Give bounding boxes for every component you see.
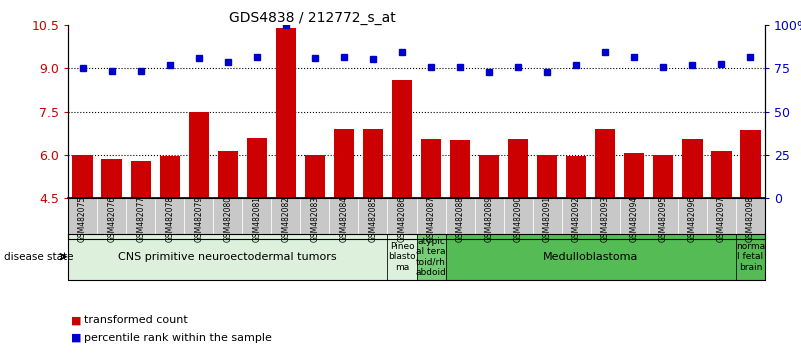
Text: ■: ■: [70, 333, 81, 343]
Bar: [653, 155, 674, 198]
Text: atypic
al tera
toid/rh
abdoid: atypic al tera toid/rh abdoid: [416, 236, 446, 277]
Bar: [711, 150, 731, 198]
Bar: [508, 139, 529, 198]
Bar: [102, 159, 122, 198]
Bar: [421, 139, 441, 198]
Bar: [247, 137, 267, 198]
Bar: [537, 155, 557, 198]
Text: GSM482084: GSM482084: [340, 195, 348, 242]
Bar: [131, 161, 151, 198]
Text: GSM482076: GSM482076: [107, 195, 116, 242]
Bar: [479, 155, 499, 198]
Bar: [334, 129, 354, 198]
Text: GSM482086: GSM482086: [397, 195, 406, 242]
Text: GSM482088: GSM482088: [456, 196, 465, 241]
Text: norma
l fetal
brain: norma l fetal brain: [736, 242, 765, 272]
Bar: [159, 156, 180, 198]
Text: Pineo
blasto
ma: Pineo blasto ma: [388, 242, 416, 272]
Text: Medulloblastoma: Medulloblastoma: [543, 252, 638, 262]
Bar: [624, 153, 645, 198]
Bar: [188, 112, 209, 198]
Text: GSM482083: GSM482083: [311, 195, 320, 242]
Text: GSM482079: GSM482079: [195, 195, 203, 242]
Text: GSM482081: GSM482081: [252, 196, 261, 241]
Bar: [392, 80, 413, 198]
Bar: [595, 129, 615, 198]
Text: transformed count: transformed count: [84, 315, 188, 325]
Text: GSM482092: GSM482092: [572, 195, 581, 242]
Text: CNS primitive neuroectodermal tumors: CNS primitive neuroectodermal tumors: [119, 252, 337, 262]
Text: percentile rank within the sample: percentile rank within the sample: [84, 333, 272, 343]
Text: disease state: disease state: [4, 252, 74, 262]
Text: GSM482077: GSM482077: [136, 195, 145, 242]
Bar: [450, 141, 470, 198]
Text: GSM482095: GSM482095: [659, 195, 668, 242]
Bar: [218, 150, 238, 198]
Text: GSM482090: GSM482090: [513, 195, 522, 242]
Bar: [682, 139, 702, 198]
Text: GSM482082: GSM482082: [281, 196, 290, 241]
Text: GSM482089: GSM482089: [485, 195, 493, 242]
Text: GSM482098: GSM482098: [746, 195, 755, 242]
Text: GSM482075: GSM482075: [78, 195, 87, 242]
Text: GSM482078: GSM482078: [165, 195, 174, 242]
Text: GSM482080: GSM482080: [223, 195, 232, 242]
Text: ■: ■: [70, 315, 81, 325]
Text: GSM482085: GSM482085: [368, 195, 377, 242]
Text: GSM482091: GSM482091: [543, 195, 552, 242]
Bar: [72, 155, 93, 198]
Bar: [276, 28, 296, 198]
Bar: [566, 156, 586, 198]
Text: GDS4838 / 212772_s_at: GDS4838 / 212772_s_at: [228, 11, 396, 25]
Text: GSM482096: GSM482096: [688, 195, 697, 242]
Bar: [740, 130, 761, 198]
Text: GSM482097: GSM482097: [717, 195, 726, 242]
Text: GSM482087: GSM482087: [427, 195, 436, 242]
Text: GSM482094: GSM482094: [630, 195, 638, 242]
Bar: [304, 155, 325, 198]
Text: GSM482093: GSM482093: [601, 195, 610, 242]
Bar: [363, 129, 383, 198]
